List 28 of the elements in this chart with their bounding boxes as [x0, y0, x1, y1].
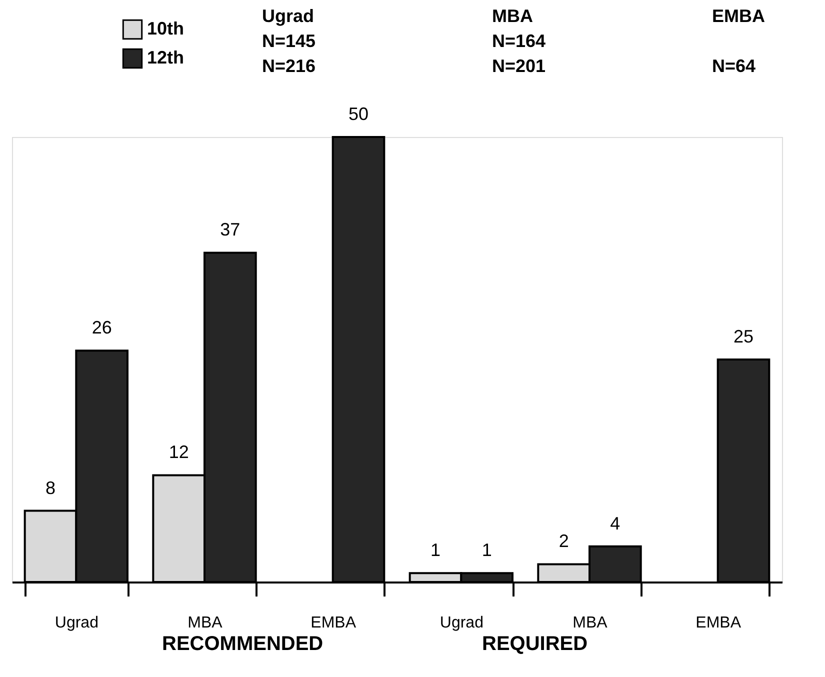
x-tick-label: MBA: [188, 614, 223, 632]
data-label: 2: [558, 531, 569, 552]
text: N=216: [262, 56, 316, 76]
text: EMBA: [712, 6, 765, 26]
data-label: 25: [733, 326, 754, 346]
data-label: 8: [45, 478, 56, 498]
text: N=164: [492, 31, 546, 51]
x-tick-label: EMBA: [310, 614, 356, 632]
legend-label: 12th: [147, 48, 184, 68]
data-label: 1: [430, 540, 441, 560]
x-tick-label: Ugrad: [54, 614, 98, 632]
x-tick-label: Ugrad: [440, 614, 484, 632]
data-label: 37: [220, 220, 240, 240]
data-label: 12: [168, 442, 189, 462]
text: N=201: [492, 56, 546, 76]
x-tick-label: MBA: [572, 614, 608, 632]
text: REQUIRED: [482, 633, 588, 655]
data-label: 50: [348, 104, 369, 124]
legend-label: 10th: [147, 18, 184, 38]
data-label: 1: [482, 540, 492, 560]
text: MBA: [492, 6, 533, 26]
data-label: 26: [92, 318, 112, 338]
text: Ugrad: [262, 6, 314, 26]
text: N=145: [262, 31, 316, 51]
text: N=64: [712, 56, 756, 76]
data-label: 4: [610, 513, 620, 534]
x-tick-label: EMBA: [696, 614, 742, 632]
text: RECOMMENDED: [162, 633, 324, 655]
